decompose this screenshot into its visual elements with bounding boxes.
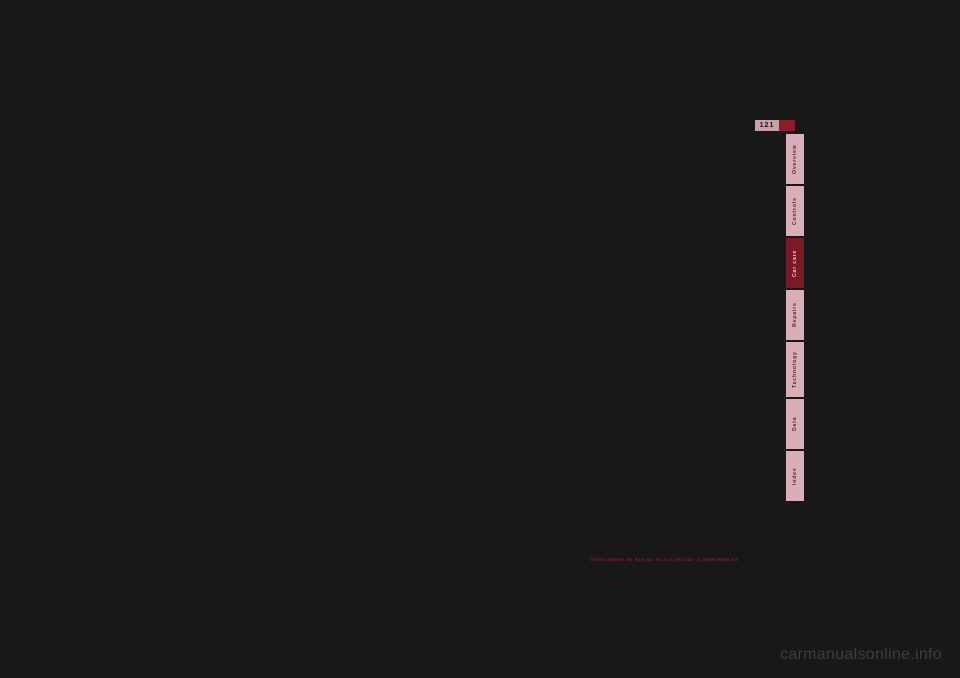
body-text-span: Your BMW has been specifically adapted a…	[590, 199, 784, 266]
page-number-badge: 121	[755, 120, 795, 131]
body-text: Always switch off the engine before refu…	[380, 217, 575, 243]
body-text: Only drive with the engine hood and lugg…	[170, 242, 365, 268]
svg-text:!: !	[384, 144, 386, 150]
side-tab-repairs[interactable]: Repairs	[786, 290, 804, 340]
body-text: – all objects that could be thrown aroun…	[170, 140, 365, 157]
caution-text: When you are driving on poor roads or ov…	[380, 178, 575, 212]
svg-text:!: !	[174, 175, 176, 181]
caution-text: Never leave the vehicle with the engine …	[170, 201, 365, 218]
body-text: When you handle fuels, always observe th…	[380, 244, 575, 261]
body-text: – no person or animal will remain in the…	[170, 158, 365, 167]
section-heading: When driving	[170, 223, 365, 232]
warning-icon: !	[170, 172, 180, 181]
footer-edition: Online Edition for Part No. 01 41 9 791 …	[590, 557, 785, 562]
watermark: carmanualsonline.info	[780, 646, 942, 664]
page-number: 121	[755, 120, 779, 131]
column-3: ! Extinguish all smoking materials befor…	[590, 140, 785, 268]
triangle-left-icon: ◄	[608, 259, 614, 267]
body-text: Comply with all applicable environmental…	[380, 314, 575, 331]
column-1: – all objects that could be thrown aroun…	[170, 140, 365, 313]
body-text: Never exceed either the approved gross w…	[170, 295, 365, 312]
body-text-span: Comply with all applicable environmental…	[380, 314, 573, 330]
side-tab-data[interactable]: Data	[786, 399, 804, 449]
caution-block: ! Do not allow your children to play uns…	[170, 172, 365, 201]
warning-icon: !	[380, 140, 390, 149]
side-tab-controls[interactable]: Controls	[786, 186, 804, 236]
warning-icon: !	[590, 140, 600, 149]
caution-text: Do not allow your children to play unsup…	[170, 175, 351, 199]
side-tab-overview[interactable]: Overview	[786, 134, 804, 184]
column-2: ! Never drive with one foot resting on t…	[380, 140, 575, 332]
side-tab-car-care[interactable]: Car care	[786, 238, 804, 288]
svg-text:!: !	[594, 144, 596, 150]
caution-text: Never drive with one foot resting on the…	[380, 143, 573, 176]
manual-page: 121 Overview Controls Car care Repairs Techn…	[130, 120, 830, 580]
caution-text: Extinguish all smoking materials before …	[590, 143, 782, 193]
page-number-accent	[779, 120, 795, 131]
body-text: Keep the vehicle's center of gravity as …	[170, 269, 365, 295]
body-text: Never allow more than one person to sit …	[170, 233, 365, 242]
side-tabs: Overview Controls Car care Repairs Technolog…	[786, 134, 804, 503]
caution-block: ! Never drive with one foot resting on t…	[380, 140, 575, 177]
body-text: Your BMW has been specifically adapted a…	[590, 199, 785, 267]
side-tab-technology[interactable]: Technology	[786, 342, 804, 397]
body-text: Always switch off the engine and allow i…	[380, 262, 575, 313]
triangle-left-icon: ◄	[438, 322, 444, 330]
side-tab-index[interactable]: Index	[786, 451, 804, 501]
caution-block: ! Extinguish all smoking materials befor…	[590, 140, 785, 194]
